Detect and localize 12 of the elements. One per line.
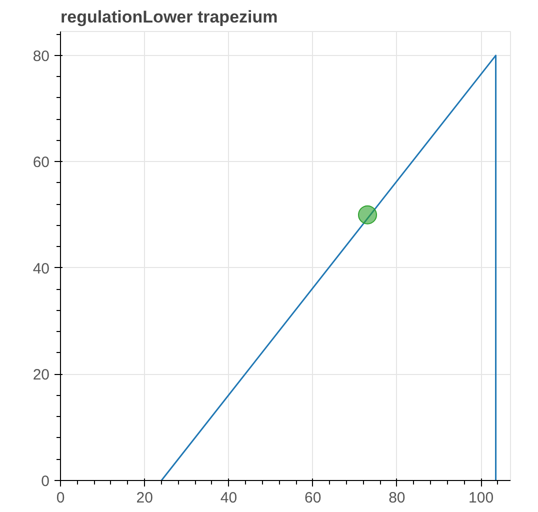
x-tick-label: 60 (304, 490, 322, 506)
x-tick-label: 80 (388, 490, 406, 506)
y-tick-label: 40 (32, 260, 50, 278)
x-tick-label: 40 (220, 490, 238, 506)
x-tick-label: 100 (468, 490, 494, 506)
y-tick-label: 0 (41, 473, 50, 490)
chart-title: regulationLower trapezium (60, 8, 278, 26)
x-tick-label: 20 (136, 490, 153, 506)
y-tick-label: 20 (32, 366, 50, 384)
y-tick-label: 60 (32, 154, 50, 172)
x-tick-label: 0 (56, 490, 65, 506)
y-tick-label: 80 (32, 48, 50, 65)
